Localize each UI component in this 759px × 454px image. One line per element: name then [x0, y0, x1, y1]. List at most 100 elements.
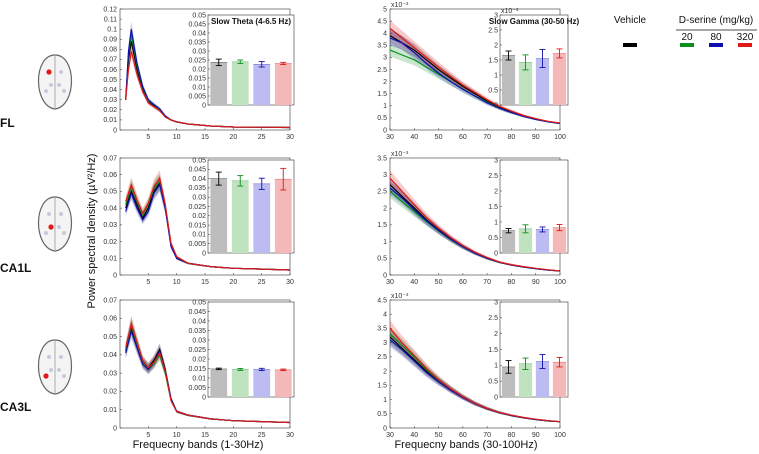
- y-tick-label: 0.02: [103, 107, 117, 114]
- y-tick-label: 0.08: [103, 47, 117, 54]
- y-tick-label: 0.01: [103, 407, 117, 414]
- legend-swatch-80: [709, 43, 723, 47]
- panel-FL-low-inset: 0 0.005 0.01 0.015 0.02 0.025 0.03 0.035 0.04 0.0…: [188, 12, 295, 109]
- bar-80: [535, 361, 550, 397]
- axis-exponent: x10⁻³: [391, 293, 409, 300]
- row-label-fl: FL: [0, 116, 15, 130]
- series-line-320: [389, 177, 561, 272]
- y-tick-label: 5: [383, 6, 387, 13]
- series-line-320: [125, 176, 291, 271]
- panel-CA3L-low-inset: 0 0.005 0.01 0.015 0.02 0.025 0.03 0.035 0.04 0.0…: [188, 299, 295, 401]
- y-tick-label: 0.07: [103, 155, 117, 162]
- inset-y-tick-label: 2.5: [488, 315, 498, 322]
- inset-y-tick-label: 1.5: [488, 57, 498, 64]
- inset-y-tick-label: 2: [494, 42, 498, 49]
- x-tick-label: 50: [435, 279, 443, 286]
- inset-exponent: x10⁻³: [501, 8, 519, 15]
- x-tick-label: 15: [201, 432, 209, 439]
- inset-y-tick-label: 0.04: [192, 176, 206, 183]
- bar-Vehicle: [501, 230, 516, 253]
- inset-y-tick-label: 2.5: [488, 27, 498, 34]
- y-tick-label: 0.05: [103, 189, 117, 196]
- y-tick-label: 0: [383, 425, 387, 432]
- bar-320: [552, 227, 567, 253]
- series-band-20: [390, 184, 560, 272]
- y-tick-label: 4: [383, 312, 387, 319]
- legend-dserine-label: D-serine (mg/kg): [679, 15, 753, 26]
- x-tick-label: 60: [459, 134, 467, 141]
- inset-y-tick-label: 0.02: [192, 66, 206, 73]
- inset-y-tick-label: 0.5: [488, 235, 498, 242]
- brain-schematic-0: [37, 54, 73, 110]
- x-tick-label: 60: [459, 432, 467, 439]
- inset-y-tick-label: 0.02: [192, 356, 206, 363]
- x-tick-label: 90: [532, 134, 540, 141]
- y-tick-label: 0: [113, 127, 117, 134]
- y-tick-label: 0.02: [103, 389, 117, 396]
- bar-Vehicle: [501, 55, 516, 105]
- y-tick-label: 0.03: [103, 370, 117, 377]
- axis-exponent: x10⁻³: [391, 2, 409, 9]
- x-tick-label: 30: [286, 134, 294, 141]
- y-tick-label: 4.5: [377, 297, 387, 304]
- x-tick-label: 25: [258, 134, 266, 141]
- inset-y-tick-label: 2: [494, 188, 498, 195]
- bar-80: [535, 58, 550, 105]
- inset-y-tick-label: 0.02: [192, 213, 206, 220]
- inset-y-tick-label: 0.5: [488, 87, 498, 94]
- row-label-ca1l: CA1L: [0, 261, 31, 275]
- bar-80: [253, 183, 271, 253]
- y-tick-label: 0.07: [103, 297, 117, 304]
- x-tick-label: 40: [410, 279, 418, 286]
- y-tick-label: 1: [383, 397, 387, 404]
- inset-y-tick-label: 0.025: [188, 57, 206, 64]
- inset-y-tick-label: 0.5: [488, 378, 498, 385]
- inset-y-tick-label: 0.015: [188, 222, 206, 229]
- x-tick-label: 100: [554, 134, 566, 141]
- electrode-site: [59, 355, 63, 359]
- x-tick-label: 80: [508, 134, 516, 141]
- y-tick-label: 4.5: [377, 18, 387, 25]
- y-tick-label: 1: [383, 103, 387, 110]
- bar-80: [253, 369, 271, 397]
- series-line-80: [389, 37, 561, 125]
- bar-20: [231, 369, 249, 397]
- series-band-20: [390, 43, 560, 124]
- row-label-ca3l: CA3L: [0, 400, 31, 414]
- y-tick-label: 1.5: [377, 222, 387, 229]
- inset-y-tick-label: 0: [202, 394, 206, 401]
- x-tick-label: 70: [483, 279, 491, 286]
- y-tick-label: 3: [383, 172, 387, 179]
- y-tick-label: 2: [383, 205, 387, 212]
- x-tick-label: 80: [508, 279, 516, 286]
- bar-Vehicle: [210, 368, 228, 397]
- inset-y-tick-label: 1: [494, 72, 498, 79]
- y-tick-label: 0.03: [103, 97, 117, 104]
- brain-schematic-2: [37, 339, 73, 395]
- y-tick-label: 0.1: [107, 26, 117, 33]
- y-tick-label: 4: [383, 31, 387, 38]
- y-tick-label: 0: [383, 127, 387, 134]
- brain-schematic-1: [37, 196, 73, 252]
- legend-swatch-20: [680, 43, 694, 47]
- y-tick-label: 2.5: [377, 189, 387, 196]
- bar-20: [518, 228, 533, 253]
- x-tick-label: 70: [483, 432, 491, 439]
- x-tick-label: 15: [201, 279, 209, 286]
- x-tick-label: 20: [229, 279, 237, 286]
- x-tick-label: 90: [532, 432, 540, 439]
- inset-y-tick-label: 2: [494, 331, 498, 338]
- bar-20: [518, 363, 533, 397]
- y-tick-label: 0.01: [103, 117, 117, 124]
- legend: Vehicle D-serine (mg/kg) 20 80 320: [614, 15, 757, 47]
- bar-20: [231, 180, 249, 253]
- bar-320: [274, 369, 292, 397]
- inset-y-tick-label: 0.025: [188, 204, 206, 211]
- x-tick-label: 5: [146, 134, 150, 141]
- panel-CA1L-high-inset: 0 0.5 1 1.5 2 2.5 3: [488, 157, 569, 257]
- bar-Vehicle: [501, 366, 516, 397]
- x-axis-label-high: Frequecny bands (30-100Hz): [394, 439, 537, 451]
- x-tick-label: 30: [386, 432, 394, 439]
- inset-y-tick-label: 0.035: [188, 39, 206, 46]
- electrode-site: [59, 212, 63, 216]
